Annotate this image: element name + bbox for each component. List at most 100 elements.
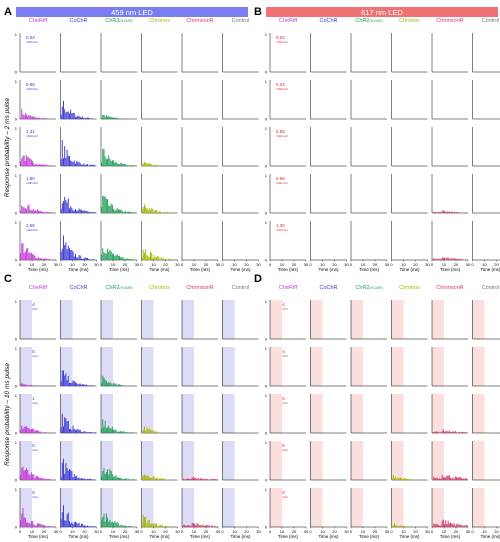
histogram-bar [198, 525, 200, 527]
intensity-unit: mW/mm² [26, 448, 38, 452]
histogram-bar [27, 248, 29, 260]
histogram-bar [115, 475, 117, 480]
histogram-bar [23, 207, 25, 213]
histogram-bar [88, 259, 90, 260]
histogram-bar [146, 523, 148, 527]
histogram-bar [436, 524, 438, 527]
histogram-bar [26, 384, 28, 386]
histogram-bar [113, 522, 115, 527]
histogram-bar [103, 114, 105, 119]
histogram-bar [67, 198, 69, 213]
histogram-bar [41, 211, 43, 213]
histogram-bar [111, 204, 113, 213]
histogram-bar [75, 163, 76, 166]
histogram-bar [126, 478, 128, 480]
histogram-bar [70, 428, 72, 433]
histogram-bar [111, 474, 113, 480]
x-tick-label: 10 [280, 262, 285, 267]
stim-shade [270, 394, 282, 433]
histogram-bar [452, 477, 454, 480]
intensity-unit: mW/mm² [276, 495, 288, 499]
histogram-bar [126, 212, 128, 213]
intensity-unit: mW/mm² [26, 181, 38, 185]
intensity-unit: mW/mm² [276, 354, 288, 358]
stim-shade [432, 394, 444, 433]
opsin-title-chrimsonr: ChrimsonR [436, 285, 464, 291]
opsin-title-chr2: ChR2(H134R) [105, 18, 132, 24]
histogram-bar [440, 258, 442, 260]
histogram-bar [392, 525, 394, 527]
opsin-title-chronos: Chronos [149, 285, 170, 291]
histogram-bar [200, 478, 202, 480]
histogram-bar [148, 428, 150, 433]
histogram-bar [166, 479, 168, 480]
histogram-bar [28, 204, 30, 213]
histogram-bar [122, 479, 124, 480]
histogram-bar [21, 158, 23, 166]
histogram-bar [141, 256, 143, 260]
histogram-bar [40, 431, 42, 433]
histogram-bar [81, 384, 82, 386]
histogram-bar [38, 211, 40, 213]
opsin-title-control: Control [232, 285, 250, 291]
histogram-bar [34, 210, 36, 213]
histogram-bar [171, 259, 173, 260]
stim-shade [310, 300, 323, 339]
histogram-bar [128, 259, 130, 260]
histogram-bar [105, 428, 107, 433]
histogram-bar [203, 479, 205, 480]
x-axis-label: Time (ms) [230, 534, 251, 539]
x-tick-label: 0 [350, 529, 353, 534]
histogram-bar [129, 432, 131, 433]
histogram-bar [123, 526, 125, 527]
x-tick-label: 0 [390, 262, 393, 267]
histogram-bar [88, 117, 90, 119]
histogram-bar [67, 245, 69, 260]
stim-shade [270, 488, 282, 527]
histogram-bar [463, 478, 465, 480]
histogram-bar [459, 258, 461, 260]
intensity-unit: mW/mm² [276, 448, 288, 452]
histogram-bar [108, 251, 110, 260]
histogram-bar [114, 521, 116, 527]
histogram-bar [117, 431, 119, 433]
histogram-bar [168, 258, 169, 260]
histogram-bar [45, 212, 47, 213]
histogram-bar [151, 523, 153, 527]
x-tick-label: 30 [94, 529, 99, 534]
histogram-bar [116, 477, 118, 480]
histogram-bar [458, 258, 460, 260]
x-tick-label: 20 [82, 262, 87, 267]
x-tick-label: 0 [100, 529, 103, 534]
x-tick-label: 20 [123, 529, 128, 534]
histogram-bar [436, 477, 438, 480]
histogram-bar [441, 520, 443, 527]
x-tick-label: 30 [385, 529, 390, 534]
histogram-bar [77, 428, 79, 433]
histogram-bar [450, 431, 452, 433]
histogram-bar [85, 432, 87, 433]
histogram-bar [110, 522, 112, 527]
opsin-subscript: (H134R) [119, 286, 132, 290]
histogram-bar [451, 211, 453, 213]
intensity-unit: mW/mm² [276, 87, 288, 91]
histogram-bar [48, 258, 50, 260]
histogram-bar [148, 476, 150, 480]
histogram-bar [125, 525, 127, 527]
histogram-bar [38, 385, 40, 386]
histogram-bar [63, 426, 64, 433]
histogram-bar [109, 159, 111, 166]
histogram-bar [89, 478, 91, 480]
x-tick-label: 30 [385, 262, 390, 267]
histogram-bar [184, 524, 186, 527]
x-tick-label: 30 [54, 529, 59, 534]
histogram-bar [148, 256, 150, 260]
histogram-bar [75, 382, 76, 386]
histogram-bar [67, 421, 69, 433]
histogram-bar [105, 472, 107, 480]
x-tick-label: 0 [390, 529, 393, 534]
histogram-bar [125, 478, 127, 480]
x-tick-label: 0 [431, 529, 434, 534]
histogram-bar [442, 477, 444, 480]
histogram-bar [115, 117, 117, 119]
